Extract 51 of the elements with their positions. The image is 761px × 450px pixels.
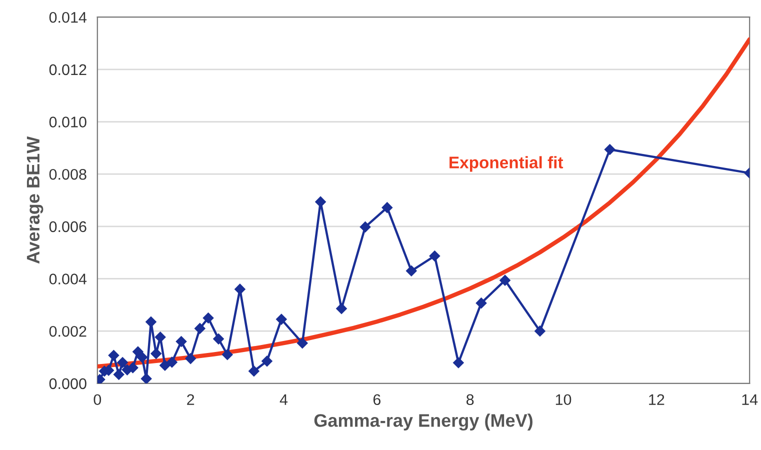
x-tick-label: 10 <box>556 394 572 406</box>
point <box>117 357 128 368</box>
point <box>154 332 166 343</box>
x-tick-label: 14 <box>742 394 758 405</box>
point <box>336 303 347 314</box>
point <box>262 356 272 367</box>
y-tick-label: 0.010 <box>49 116 86 128</box>
point <box>166 356 178 368</box>
point <box>150 348 162 360</box>
y-axis-title: Average BE1W <box>26 136 44 264</box>
text: Exponential fit <box>450 156 564 172</box>
point <box>213 333 224 344</box>
point <box>140 373 152 384</box>
x-tick-label: 8 <box>466 394 474 406</box>
point <box>176 336 187 347</box>
point <box>202 312 214 324</box>
x-tick-label: 6 <box>373 394 380 406</box>
point <box>406 265 417 276</box>
point <box>500 274 510 286</box>
y-tick-label: 0.004 <box>49 274 87 284</box>
y-tick-label: 0.006 <box>49 221 86 232</box>
point <box>276 314 287 325</box>
x-tick-label: 2 <box>187 394 194 405</box>
y-tick-label: 0.014 <box>49 12 87 23</box>
y-tick-label: 0.000 <box>49 378 86 390</box>
point <box>160 360 170 371</box>
y-tick-label: 0.002 <box>49 326 86 337</box>
point <box>248 366 260 377</box>
x-axis-title: Gamma-ray Energy (MeV) <box>314 414 532 431</box>
point <box>146 316 156 328</box>
point <box>476 298 487 309</box>
point <box>604 144 616 155</box>
point <box>108 350 120 361</box>
x-tick-label: 12 <box>649 394 664 405</box>
point <box>360 222 371 232</box>
point <box>222 349 233 360</box>
y-tick-label: 0.012 <box>49 64 86 76</box>
point <box>136 352 148 363</box>
x-tick-label: 0 <box>94 394 102 406</box>
point <box>429 250 440 262</box>
point <box>185 353 196 364</box>
point <box>296 338 308 349</box>
point <box>234 284 246 295</box>
x-tick-label: 4 <box>280 394 288 405</box>
point <box>315 196 326 208</box>
point <box>382 202 393 214</box>
point <box>194 323 206 334</box>
y-tick-label: 0.008 <box>49 168 86 180</box>
point <box>534 326 546 336</box>
point <box>453 357 464 368</box>
point <box>113 369 124 380</box>
